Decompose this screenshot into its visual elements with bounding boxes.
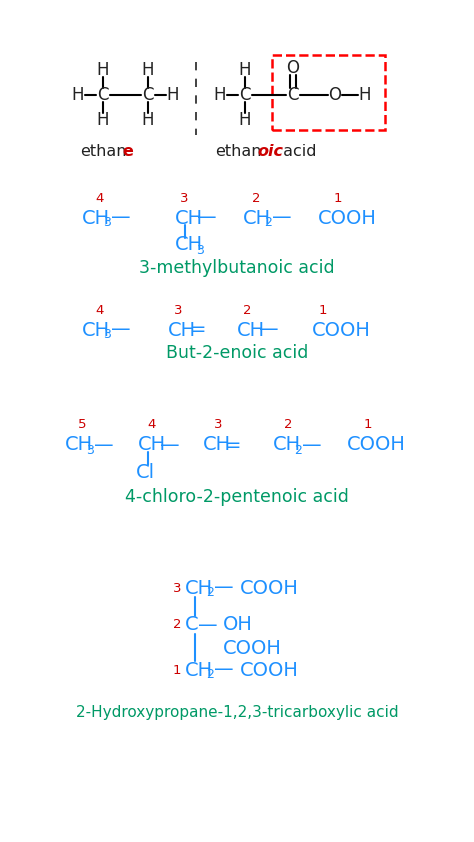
- Text: 2: 2: [264, 216, 272, 230]
- Text: —: —: [111, 321, 131, 339]
- Text: O: O: [328, 86, 341, 104]
- Text: C: C: [142, 86, 154, 104]
- Bar: [272, 55, 385, 130]
- Text: 3: 3: [214, 418, 222, 431]
- Text: 4: 4: [148, 418, 156, 431]
- Text: 4-chloro-2-pentenoic acid: 4-chloro-2-pentenoic acid: [125, 488, 349, 506]
- Text: COOH: COOH: [318, 209, 377, 227]
- Text: COOH: COOH: [240, 578, 299, 598]
- Text: —: —: [272, 209, 292, 227]
- Text: H: H: [167, 86, 179, 104]
- Text: =: =: [190, 321, 207, 339]
- Text: —: —: [214, 660, 234, 679]
- Text: OH: OH: [223, 616, 253, 635]
- Text: 5: 5: [78, 418, 86, 431]
- Text: C: C: [97, 86, 109, 104]
- Text: C: C: [239, 86, 251, 104]
- Text: CH: CH: [243, 209, 271, 227]
- Text: 2: 2: [206, 587, 214, 600]
- Text: CH: CH: [82, 321, 110, 339]
- Text: H: H: [214, 86, 226, 104]
- Text: CH: CH: [175, 209, 203, 227]
- Text: CH: CH: [203, 435, 231, 455]
- Text: CH: CH: [65, 435, 93, 455]
- Text: 3: 3: [174, 303, 182, 317]
- Text: Cl: Cl: [136, 462, 155, 482]
- Text: C: C: [287, 86, 299, 104]
- Text: COOH: COOH: [240, 660, 299, 679]
- Text: But-2-enoic acid: But-2-enoic acid: [166, 344, 308, 362]
- Text: CH: CH: [185, 578, 213, 598]
- Text: 2-Hydroxypropane-1,2,3-tricarboxylic acid: 2-Hydroxypropane-1,2,3-tricarboxylic aci…: [76, 705, 398, 720]
- Text: 3: 3: [173, 582, 181, 594]
- Text: 1: 1: [334, 191, 342, 205]
- Text: —: —: [259, 321, 279, 339]
- Text: COOH: COOH: [347, 435, 406, 455]
- Text: 1: 1: [364, 418, 372, 431]
- Text: COOH: COOH: [312, 321, 371, 339]
- Text: oic: oic: [257, 145, 283, 159]
- Text: H: H: [359, 86, 371, 104]
- Text: 1: 1: [319, 303, 327, 317]
- Text: C: C: [185, 616, 199, 635]
- Text: O: O: [286, 59, 300, 77]
- Text: CH: CH: [237, 321, 265, 339]
- Text: —: —: [198, 616, 218, 635]
- Text: COOH: COOH: [223, 638, 282, 658]
- Text: 3: 3: [103, 216, 111, 230]
- Text: —: —: [94, 435, 114, 455]
- Text: e: e: [122, 145, 133, 159]
- Text: CH: CH: [185, 660, 213, 679]
- Text: 3: 3: [180, 191, 188, 205]
- Text: CH: CH: [82, 209, 110, 227]
- Text: 2: 2: [284, 418, 292, 431]
- Text: H: H: [142, 111, 154, 129]
- Text: —: —: [302, 435, 322, 455]
- Text: H: H: [239, 61, 251, 79]
- Text: 4: 4: [96, 303, 104, 317]
- Text: H: H: [239, 111, 251, 129]
- Text: 1: 1: [173, 663, 181, 676]
- Text: 3: 3: [86, 444, 94, 456]
- Text: CH: CH: [175, 236, 203, 254]
- Text: 2: 2: [294, 444, 302, 456]
- Text: 2: 2: [206, 669, 214, 681]
- Text: —: —: [197, 209, 217, 227]
- Text: H: H: [142, 61, 154, 79]
- Text: ethan: ethan: [215, 145, 262, 159]
- Text: —: —: [111, 209, 131, 227]
- Text: 2: 2: [173, 619, 181, 632]
- Text: H: H: [72, 86, 84, 104]
- Text: H: H: [97, 61, 109, 79]
- Text: 3-methylbutanoic acid: 3-methylbutanoic acid: [139, 259, 335, 277]
- Text: CH: CH: [168, 321, 196, 339]
- Text: CH: CH: [138, 435, 166, 455]
- Text: =: =: [225, 435, 241, 455]
- Text: 2: 2: [252, 191, 260, 205]
- Text: —: —: [214, 578, 234, 598]
- Text: acid: acid: [278, 145, 317, 159]
- Text: CH: CH: [273, 435, 301, 455]
- Text: 3: 3: [196, 243, 204, 257]
- Text: —: —: [160, 435, 180, 455]
- Text: 4: 4: [96, 191, 104, 205]
- Text: ethan: ethan: [80, 145, 127, 159]
- Text: 2: 2: [243, 303, 251, 317]
- Text: 3: 3: [103, 328, 111, 342]
- Text: H: H: [97, 111, 109, 129]
